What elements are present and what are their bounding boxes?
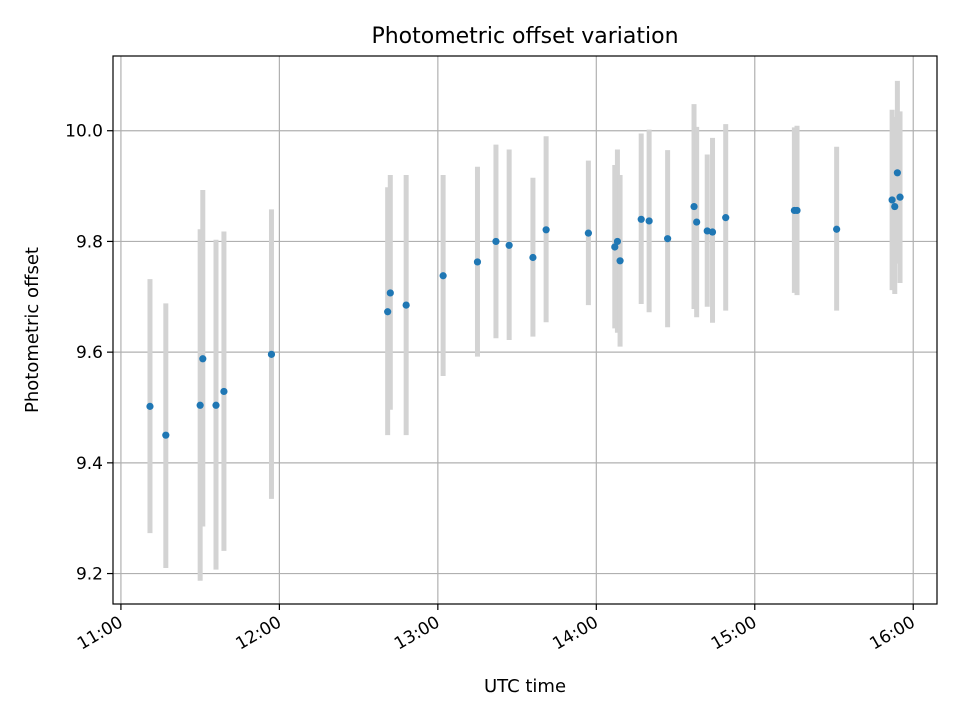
data-point: [439, 272, 447, 280]
data-point: [611, 243, 619, 251]
data-point: [793, 206, 801, 215]
data-point: [402, 301, 410, 309]
data-point: [891, 202, 899, 211]
y-tick-label: 9.6: [76, 343, 103, 363]
chart-title: Photometric offset variation: [371, 24, 678, 49]
data-point: [386, 289, 394, 297]
data-points: [146, 169, 904, 439]
data-point: [505, 241, 513, 249]
data-point: [833, 225, 841, 233]
grid: [113, 56, 937, 604]
data-point: [722, 214, 730, 222]
data-point: [708, 228, 717, 236]
data-point: [893, 169, 901, 177]
data-point: [473, 258, 482, 266]
data-point: [162, 431, 170, 439]
data-point: [492, 237, 500, 246]
data-point: [888, 196, 896, 204]
data-point: [664, 235, 672, 243]
plot-frame: [112, 55, 938, 605]
x-axis-label: UTC time: [484, 676, 566, 697]
y-axis-ticks: 9.2 9.4 9.6 9.8 10.0: [65, 122, 113, 585]
data-point: [542, 226, 550, 234]
data-point: [584, 229, 592, 237]
data-point: [645, 217, 653, 225]
data-point: [146, 402, 154, 410]
data-point: [529, 253, 537, 262]
data-point: [267, 350, 276, 358]
data-point: [613, 237, 622, 246]
data-point: [637, 215, 645, 223]
data-point: [199, 355, 207, 363]
data-point: [693, 218, 701, 226]
data-point: [690, 202, 698, 211]
data-point: [212, 401, 220, 409]
y-axis-label: Photometric offset: [22, 247, 43, 413]
data-point: [384, 308, 392, 316]
y-tick-label: 9.4: [76, 454, 103, 474]
y-tick-label: 9.2: [76, 565, 103, 585]
data-point: [616, 257, 624, 265]
y-tick-label: 10.0: [65, 122, 103, 142]
data-point: [196, 401, 204, 409]
data-point: [220, 387, 228, 396]
data-point: [896, 193, 904, 201]
y-tick-label: 9.8: [76, 232, 103, 252]
